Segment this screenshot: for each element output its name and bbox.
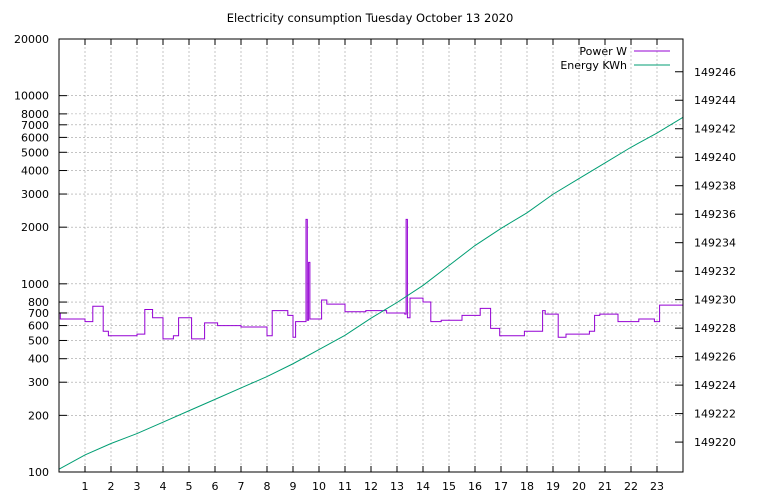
y-right-tick-label: 149238 [694,180,736,193]
y-left-tick-label: 4000 [21,165,49,178]
power-series-line [59,218,684,340]
x-tick-label: 14 [416,480,430,493]
y-right-tick-label: 149242 [694,123,736,136]
y-left-tick-label: 1000 [21,278,49,291]
x-tick-label: 7 [238,480,245,493]
y-left-tick-label: 400 [28,353,49,366]
x-tick-label: 17 [494,480,508,493]
y-right-tick-label: 149224 [694,379,736,392]
y-left-tick-label: 2000 [21,221,49,234]
x-tick-label: 10 [312,480,326,493]
chart-title: Electricity consumption Tuesday October … [227,11,514,25]
x-tick-label: 16 [468,480,482,493]
x-tick-label: 6 [212,480,219,493]
y-left-tick-label: 10000 [14,90,49,103]
y-left-tick-label: 800 [28,296,49,309]
x-tick-label: 1 [82,480,89,493]
y-right-tick-label: 149236 [694,208,736,221]
y-right-tick-label: 149244 [694,94,736,107]
energy-series-line [58,116,684,470]
x-tick-label: 15 [442,480,456,493]
y-right-tick-label: 149234 [694,237,736,250]
y-left-tick-label: 100 [28,466,49,479]
y-right-tick-label: 149226 [694,351,736,364]
y-right-tick-label: 149230 [694,294,736,307]
legend-label-power: Power W [579,45,627,58]
y-right-tick-label: 149220 [694,436,736,449]
y-right-tick-label: 149240 [694,151,736,164]
x-tick-label: 5 [186,480,193,493]
y-left-tick-label: 8000 [21,108,49,121]
y-right-tick-label: 149246 [694,66,736,79]
legend: Power W Energy KWh [560,45,670,72]
series-layer [58,116,684,470]
x-tick-label: 12 [364,480,378,493]
x-tick-label: 4 [160,480,167,493]
y-left-tick-label: 6000 [21,131,49,144]
x-tick-label: 22 [624,480,638,493]
x-tick-label: 21 [598,480,612,493]
x-tick-label: 8 [264,480,271,493]
y-right-tick-label: 149222 [694,408,736,421]
x-tick-label: 9 [290,480,297,493]
x-tick-label: 11 [338,480,352,493]
y-left-tick-label: 20000 [14,33,49,46]
y-left-tick-label: 5000 [21,146,49,159]
y-right-tick-label: 149228 [694,322,736,335]
y-left-tick-label: 200 [28,409,49,422]
x-tick-label: 3 [134,480,141,493]
tick-layer: 1 2 3 4 5 6 7 8 9 10 11 12 13 14 15 16 17 18 19 20 21 22 23100… [14,33,736,493]
y-left-tick-label: 3000 [21,188,49,201]
x-tick-label: 19 [546,480,560,493]
y-left-tick-label: 300 [28,376,49,389]
x-tick-label: 23 [650,480,664,493]
y-right-tick-label: 149232 [694,265,736,278]
x-tick-label: 18 [520,480,534,493]
x-tick-label: 20 [572,480,586,493]
y-left-tick-label: 600 [28,320,49,333]
legend-label-energy: Energy KWh [560,59,627,72]
y-left-tick-label: 500 [28,334,49,347]
y-left-tick-label: 700 [28,307,49,320]
x-tick-label: 2 [108,480,115,493]
x-tick-label: 13 [390,480,404,493]
y-left-tick-label: 7000 [21,119,49,132]
grid-layer [59,38,683,473]
